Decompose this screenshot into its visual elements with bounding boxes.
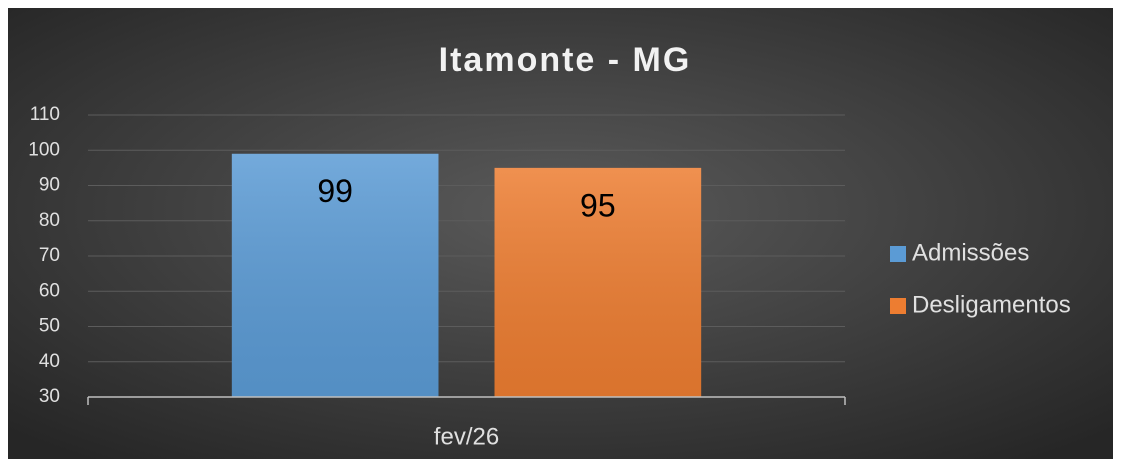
y-tick-label: 100	[28, 139, 60, 160]
y-tick-label: 50	[39, 316, 60, 337]
legend-swatch	[890, 298, 906, 314]
y-tick-label: 40	[39, 351, 60, 372]
y-tick-label: 70	[39, 245, 60, 266]
y-tick-label: 90	[39, 175, 60, 196]
legend-label: Desligamentos	[912, 291, 1071, 318]
data-label: 95	[580, 187, 616, 223]
y-tick-label: 60	[39, 280, 60, 301]
legend-swatch	[890, 246, 906, 262]
y-tick-label: 30	[39, 386, 60, 407]
legend-label: Admissões	[912, 239, 1029, 266]
data-label: 99	[317, 173, 353, 209]
y-tick-label: 110	[30, 104, 60, 125]
x-tick-label: fev/26	[434, 423, 499, 450]
y-tick-label: 80	[39, 210, 60, 231]
chart-title: Itamonte - MG	[439, 41, 692, 79]
